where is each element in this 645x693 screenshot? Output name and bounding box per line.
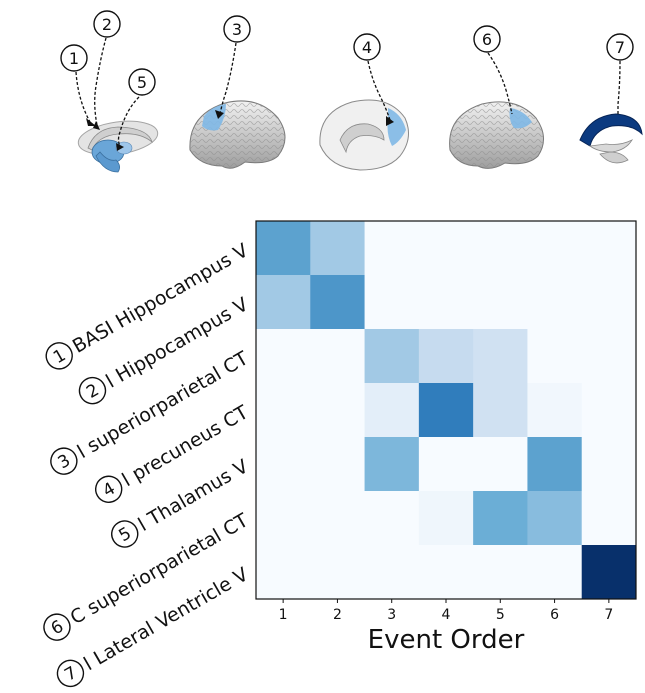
callout-arrowheads <box>86 110 394 151</box>
heatmap-cell-r4-c6 <box>527 383 583 438</box>
heatmap-cell-r6-c6 <box>527 491 583 546</box>
row-callout-circle <box>50 447 78 475</box>
brain-panel-ventricle <box>579 113 643 164</box>
svg-text:1: 1 <box>69 49 79 68</box>
svg-text:5: 5 <box>137 73 147 92</box>
heatmap-cell-r3-c3 <box>364 329 420 384</box>
heatmap-cell-r3-c7 <box>581 329 637 384</box>
row-callout-circle <box>45 342 73 370</box>
heatmap-cell-r7-c7 <box>581 545 637 600</box>
heatmap-cell-r1-c2 <box>310 221 366 276</box>
heatmap-cell-r1-c5 <box>473 221 528 276</box>
heatmap-cell-r5-c1 <box>256 437 311 492</box>
heatmap-cell-r4-c1 <box>256 383 311 438</box>
heatmap-cell-r6-c2 <box>310 491 366 546</box>
heatmap-cell-r5-c7 <box>581 437 637 492</box>
row-callout-circle <box>111 520 139 548</box>
brain-panel-medial <box>319 99 410 171</box>
brain-panel-lateral-1 <box>189 100 286 169</box>
callout-2: 2 <box>93 10 121 38</box>
svg-text:6: 6 <box>482 30 492 49</box>
brain-panel-lateral-2 <box>449 101 544 169</box>
heatmap <box>255 220 637 600</box>
heatmap-cell-r5-c5 <box>473 437 528 492</box>
heatmap-cell-r1-c3 <box>364 221 420 276</box>
heatmap-cell-r3-c1 <box>256 329 311 384</box>
heatmap-cell-r4-c2 <box>310 383 366 438</box>
top-callouts: 1 2 5 3 4 6 7 <box>60 10 634 96</box>
callout-3: 3 <box>223 15 251 43</box>
x-tick-label: 6 <box>550 607 559 623</box>
heatmap-cell-r2-c7 <box>581 275 637 330</box>
x-tick-label: 2 <box>333 607 342 623</box>
heatmap-cell-r2-c1 <box>256 275 311 330</box>
heatmap-cell-r4-c3 <box>364 383 420 438</box>
heatmap-cell-r6-c3 <box>364 491 420 546</box>
heatmap-cell-r2-c2 <box>310 275 366 330</box>
heatmap-cell-r4-c7 <box>581 383 637 438</box>
svg-text:7: 7 <box>615 38 625 57</box>
row-callout-circle <box>43 613 71 641</box>
heatmap-cell-r6-c5 <box>473 491 528 546</box>
heatmap-cell-r1-c7 <box>581 221 637 276</box>
row-label-text: l Lateral Ventricle V <box>80 563 252 675</box>
y-axis-labels: BASI Hippocampus V1 l Hippocampus V2l sup… <box>43 239 252 688</box>
svg-text:4: 4 <box>362 38 372 57</box>
heatmap-cell-r5-c2 <box>310 437 366 492</box>
heatmap-cell-r2-c6 <box>527 275 583 330</box>
heatmap-cell-r1-c1 <box>256 221 311 276</box>
x-tick-label: 4 <box>442 607 451 623</box>
x-axis-label: Event Order <box>368 625 525 655</box>
heatmap-cell-r7-c4 <box>418 545 474 600</box>
row-callout-circle <box>78 376 107 405</box>
heatmap-cell-r6-c1 <box>256 491 311 546</box>
heatmap-cell-r5-c4 <box>418 437 474 492</box>
heatmap-cell-r2-c3 <box>364 275 420 330</box>
heatmap-cell-r3-c4 <box>418 329 474 384</box>
callout-4: 4 <box>353 33 381 61</box>
row-callout-circle <box>56 659 85 688</box>
callout-1: 1 <box>60 44 88 72</box>
x-tick-label: 3 <box>387 607 396 623</box>
x-axis-ticks: 1 2 3 4 5 6 7 <box>279 599 613 623</box>
heatmap-cell-r1-c4 <box>418 221 474 276</box>
heatmap-cell-r5-c6 <box>527 437 583 492</box>
callout-5: 5 <box>128 68 156 96</box>
callout-7: 7 <box>606 33 634 61</box>
x-tick-label: 5 <box>496 607 505 623</box>
heatmap-cell-r1-c6 <box>527 221 583 276</box>
heatmap-cell-r4-c4 <box>418 383 474 438</box>
heatmap-cell-r2-c5 <box>473 275 528 330</box>
heatmap-cell-r4-c5 <box>473 383 528 438</box>
heatmap-cell-r6-c4 <box>418 491 474 546</box>
heatmap-cell-r5-c3 <box>364 437 420 492</box>
heatmap-cell-r7-c6 <box>527 545 583 600</box>
heatmap-cell-r3-c2 <box>310 329 366 384</box>
svg-text:3: 3 <box>232 20 242 39</box>
heatmap-cell-r3-c6 <box>527 329 583 384</box>
heatmap-cell-r3-c5 <box>473 329 528 384</box>
heatmap-cell-r7-c2 <box>310 545 366 600</box>
heatmap-cell-r2-c4 <box>418 275 474 330</box>
svg-text:2: 2 <box>102 15 112 34</box>
heatmap-cell-r7-c1 <box>256 545 311 600</box>
heatmap-cell-r7-c5 <box>473 545 528 600</box>
callout-6: 6 <box>473 25 501 53</box>
callout-lines <box>75 37 621 147</box>
row-callout-circle <box>94 475 123 503</box>
x-tick-label: 1 <box>279 607 288 623</box>
heatmap-cell-r7-c3 <box>364 545 420 600</box>
x-tick-label: 7 <box>604 607 613 623</box>
row-label-4: l precuneus CT4 <box>94 401 252 503</box>
heatmap-cell-r6-c7 <box>581 491 637 546</box>
